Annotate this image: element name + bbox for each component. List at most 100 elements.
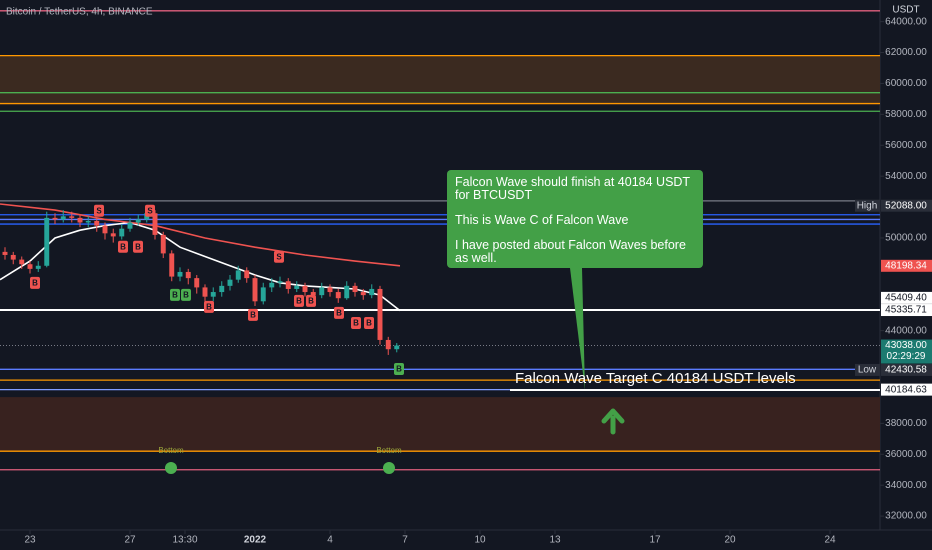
candle-body [227,279,233,286]
target-text: Falcon Wave Target C 40184 USDT levels [515,370,796,387]
signal-marker [364,316,374,329]
signal-marker [294,294,304,307]
candle-body [360,292,366,296]
candle-body [285,281,291,289]
y-tick-label: 60000.00 [885,78,927,89]
x-tick-label: 2022 [244,535,267,546]
candle-body [94,220,100,226]
bottom-label: Bottom [158,446,184,455]
signal-label: B [250,311,256,320]
x-tick-label: 4 [327,535,333,546]
callout-text: This is Wave C of Falcon Wave [455,213,629,227]
price-label: 52088.00 [885,200,927,211]
x-tick-label: 24 [824,535,836,546]
x-tick-label: 13:30 [172,535,197,546]
up-arrow [601,408,625,435]
signal-label: B [353,319,359,328]
x-tick-label: 7 [402,535,408,546]
candle-body [35,265,41,269]
chart-title: Bitcoin / TetherUS, 4h, BINANCE [6,7,153,18]
candle-body [177,271,183,277]
bottom-marker [165,462,177,475]
moving-average [0,203,401,267]
candle-body [219,285,225,293]
candle-body [119,228,125,237]
candle-body [102,225,108,234]
candle-body [394,345,400,350]
candle-body [310,292,316,296]
signal-marker [351,316,361,329]
y-tick-label: 54000.00 [885,171,927,182]
y-tick-label: 44000.00 [885,325,927,336]
price-label: 45335.71 [885,305,927,316]
candle-body [169,253,175,277]
candle-body [160,234,166,254]
x-tick-label: 23 [24,535,36,546]
signal-label: B [135,242,141,251]
x-tick-label: 17 [649,535,661,546]
signal-marker [248,308,258,321]
y-tick-label: 34000.00 [885,480,927,491]
signal-label: B [396,365,402,374]
candle-body [110,233,116,237]
zone [0,397,880,452]
axis-unit: USDT [892,5,919,16]
candle-body [44,217,50,266]
candle-body [210,292,216,297]
signal-label: B [172,290,178,299]
candle-body [260,287,266,302]
candle-body [10,254,16,260]
candle-body [269,282,275,288]
candle-body [344,285,350,299]
callout: Falcon Wave should finish at 40184 USDT … [447,170,703,268]
candle-body [202,287,208,297]
candle-body [294,285,300,289]
signal-label: S [96,206,102,215]
candle-body [319,287,325,296]
signal-marker [306,294,316,307]
signal-label: B [336,309,342,318]
candle-body [385,339,391,350]
signal-label: S [147,206,153,215]
signal-marker [170,288,180,301]
price-label-box [881,291,932,304]
candle-body [235,270,241,280]
candle-body [252,278,258,302]
y-tick-label: 58000.00 [885,109,927,120]
candle-body [194,278,200,288]
callout-pointer [570,268,585,390]
candle-body [352,285,358,293]
price-tag-box [855,363,880,376]
price-label: 43038.00 [885,340,927,351]
y-tick-label: 56000.00 [885,140,927,151]
signal-marker [30,276,40,289]
y-tick-label: 32000.00 [885,511,927,522]
signal-label: B [366,319,372,328]
price-tag-box [855,199,880,212]
signal-marker [94,204,104,217]
candle-body [77,217,83,223]
signal-label: B [206,302,212,311]
bottom-label: Bottom [376,446,402,455]
price-label-box [881,199,932,212]
signal-marker [181,288,191,301]
candle-body [135,219,141,223]
candle-body [377,288,383,340]
candle-body [335,292,341,299]
price-label-box [881,259,932,272]
y-tick-label: 64000.00 [885,16,927,27]
candle-body [152,213,158,235]
candle-body [302,285,308,293]
price-label-box [881,304,932,317]
candle-body [2,251,8,255]
price-label: 40184.63 [885,384,927,395]
signal-label: B [120,242,126,251]
candle-body [327,287,333,293]
signal-marker [334,306,344,319]
x-tick-label: 27 [124,535,136,546]
price-label-box [881,383,932,396]
signal-label: B [32,279,38,288]
signal-marker [118,240,128,253]
signal-marker [133,240,143,253]
